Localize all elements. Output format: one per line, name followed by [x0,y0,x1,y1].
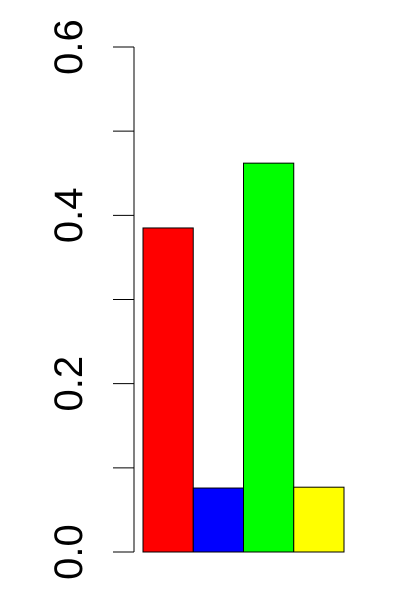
y-axis: 0.0 0.2 0.4 0.6 [47,19,135,580]
bar-3 [243,162,295,553]
bar-2 [192,487,244,553]
bar-1 [142,227,194,553]
bars [142,162,345,553]
y-tick-label: 0.4 [47,188,91,244]
y-tick-label: 0.6 [47,19,91,75]
y-tick-label: 0.0 [47,524,91,580]
y-tick-label: 0.2 [47,356,91,412]
bar-4 [293,486,345,553]
